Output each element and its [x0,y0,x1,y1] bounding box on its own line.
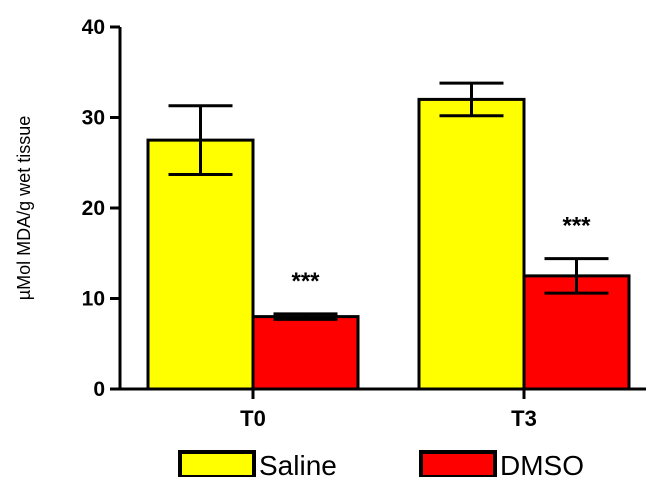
significance-marker: *** [291,268,320,295]
legend-swatch-saline [178,450,256,477]
x-category-label: T0 [240,406,266,431]
y-tick-label: 0 [93,378,105,401]
legend-label-dmso: DMSO [500,450,584,477]
y-axis-label: µMol MDA/g wet tissue [14,116,34,300]
y-tick-label: 20 [82,197,105,220]
bar-saline-t3 [417,97,526,391]
legend: Saline DMSO [178,450,584,477]
x-category-label: T3 [511,406,537,431]
legend-label-saline: Saline [259,450,337,477]
bars: *** *** [146,81,631,391]
significance-marker: *** [562,213,591,240]
bar-dmso-t0 [251,315,360,391]
legend-swatch-dmso [419,450,497,477]
y-tick-label: 10 [82,288,105,311]
y-tick-label: 30 [82,107,105,130]
y-tick-label: 40 [82,16,105,39]
y-axis-label-group: µMol MDA/g wet tissue [14,116,34,300]
bar-saline-t0 [146,138,255,391]
